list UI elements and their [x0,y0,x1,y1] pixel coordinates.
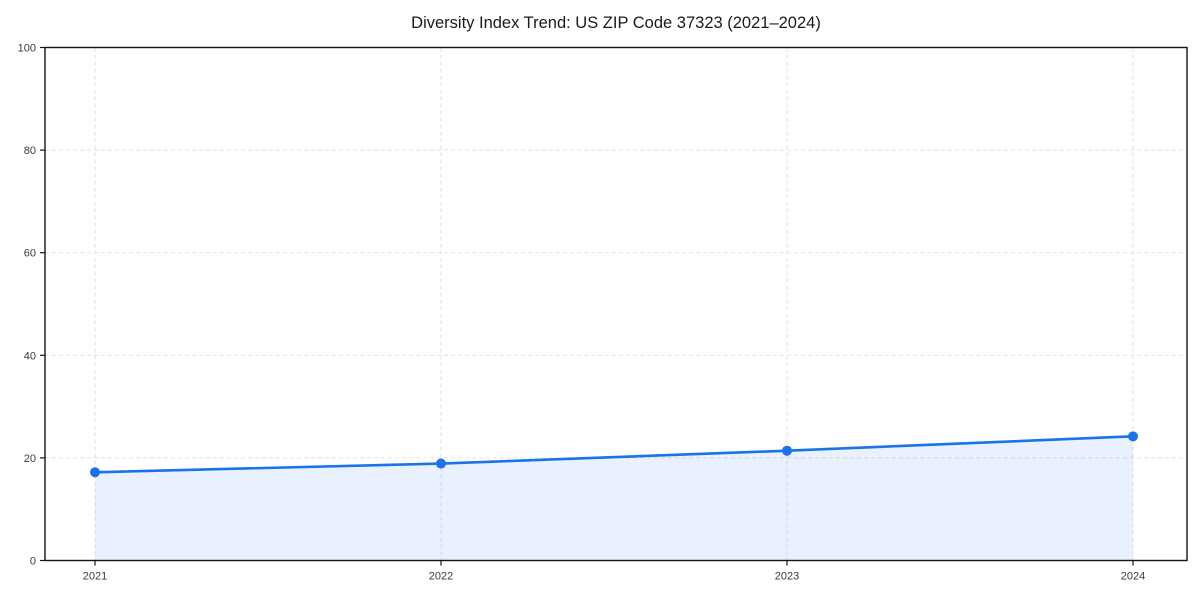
y-tick-label: 40 [24,350,36,362]
y-tick-label: 100 [18,43,36,55]
data-points [90,431,1138,478]
y-tick-label: 80 [24,145,36,157]
x-tick-label: 2023 [775,571,799,583]
chart-title: Diversity Index Trend: US ZIP Code 37323… [411,14,821,32]
y-tick-label: 20 [24,453,36,465]
y-tick-label: 0 [30,556,36,568]
axis-ticks-and-labels: 0 20 40 60 80 100 2021 2022 2023 2024 [18,43,1146,583]
x-tick-label: 2024 [1121,571,1145,583]
axes-box [44,46,1188,562]
trend-line [93,435,1135,474]
x-tick-label: 2022 [429,571,453,583]
y-tick-label: 60 [24,248,36,260]
area-fill [95,436,1133,561]
x-tick-label: 2021 [83,571,107,583]
